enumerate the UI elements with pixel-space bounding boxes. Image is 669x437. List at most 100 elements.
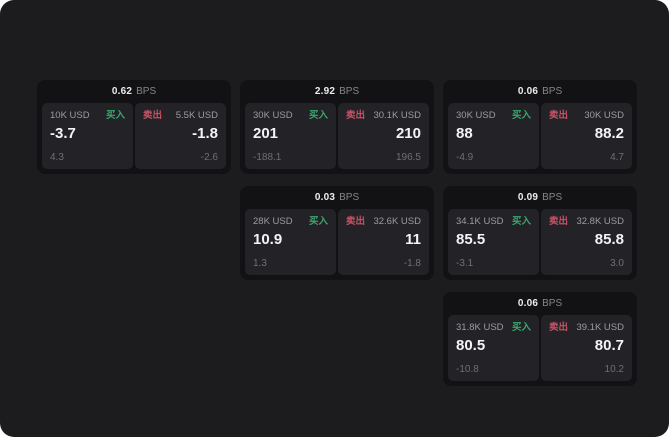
buy-delta: -188.1 bbox=[253, 152, 282, 163]
buy-amount: 30K USD bbox=[456, 110, 496, 121]
sell-price: -1.8 bbox=[192, 125, 218, 142]
buy-side-label: 买入 bbox=[308, 110, 328, 121]
sell-panel-top: 卖出 5.5K USD bbox=[143, 110, 218, 121]
bps-unit-label: BPS bbox=[542, 86, 563, 97]
sell-panel-top: 卖出 30.1K USD bbox=[346, 110, 421, 121]
buy-quote-tile[interactable]: 30K USD 买入 201 -188.1 bbox=[245, 103, 336, 169]
buy-side-label: 买入 bbox=[511, 216, 531, 227]
bps-header: 0.03 BPS bbox=[240, 186, 434, 209]
buy-panel-top: 10K USD 买入 bbox=[50, 110, 125, 121]
sell-quote-tile[interactable]: 卖出 30K USD 88.2 4.7 bbox=[541, 103, 632, 169]
bps-header: 2.92 BPS bbox=[240, 80, 434, 103]
quote-panels: 10K USD 买入 -3.7 4.3 卖出 5.5K USD -1.8 -2.… bbox=[37, 103, 231, 174]
bps-unit-label: BPS bbox=[136, 86, 157, 97]
sell-quote-tile[interactable]: 卖出 39.1K USD 80.7 10.2 bbox=[541, 315, 632, 381]
sell-amount: 30K USD bbox=[584, 110, 624, 121]
buy-side-label: 买入 bbox=[105, 110, 125, 121]
buy-delta: -4.9 bbox=[456, 152, 474, 163]
sell-price: 80.7 bbox=[594, 337, 624, 354]
sell-panel-top: 卖出 30K USD bbox=[549, 110, 624, 121]
bps-header: 0.06 BPS bbox=[443, 80, 637, 103]
quote-panels: 30K USD 买入 201 -188.1 卖出 30.1K USD 210 1… bbox=[240, 103, 434, 174]
sell-panel-top: 卖出 39.1K USD bbox=[549, 322, 624, 333]
bps-value: 0.09 bbox=[517, 192, 539, 203]
buy-price: -3.7 bbox=[50, 125, 76, 142]
bps-header: 0.06 BPS bbox=[443, 292, 637, 315]
sell-quote-tile[interactable]: 卖出 30.1K USD 210 196.5 bbox=[338, 103, 429, 169]
quote-panels: 30K USD 买入 88 -4.9 卖出 30K USD 88.2 4.7 bbox=[443, 103, 637, 174]
sell-delta: 10.2 bbox=[604, 364, 624, 375]
buy-price: 201 bbox=[253, 125, 279, 142]
buy-delta: 1.3 bbox=[253, 258, 267, 269]
buy-price: 85.5 bbox=[456, 231, 486, 248]
sell-quote-tile[interactable]: 卖出 32.6K USD 11 -1.8 bbox=[338, 209, 429, 275]
sell-side-label: 卖出 bbox=[549, 322, 569, 333]
sell-panel-top: 卖出 32.6K USD bbox=[346, 216, 421, 227]
sell-delta: 3.0 bbox=[610, 258, 624, 269]
buy-price: 80.5 bbox=[456, 337, 486, 354]
bps-value: 0.06 bbox=[517, 86, 539, 97]
sell-panel-top: 卖出 32.8K USD bbox=[549, 216, 624, 227]
bps-value: 2.92 bbox=[314, 86, 336, 97]
buy-amount: 28K USD bbox=[253, 216, 293, 227]
cards-grid: 0.62 BPS 10K USD 买入 -3.7 4.3 卖出 5.5K USD… bbox=[37, 80, 637, 386]
sell-side-label: 卖出 bbox=[549, 216, 569, 227]
buy-delta: -10.8 bbox=[456, 364, 479, 375]
bps-header: 0.62 BPS bbox=[37, 80, 231, 103]
sell-amount: 32.6K USD bbox=[373, 216, 421, 227]
bps-unit-label: BPS bbox=[542, 298, 563, 309]
buy-quote-tile[interactable]: 28K USD 买入 10.9 1.3 bbox=[245, 209, 336, 275]
buy-side-label: 买入 bbox=[511, 322, 531, 333]
bps-header: 0.09 BPS bbox=[443, 186, 637, 209]
sell-side-label: 卖出 bbox=[346, 110, 366, 121]
buy-price: 88 bbox=[456, 125, 473, 142]
buy-panel-top: 30K USD 买入 bbox=[253, 110, 328, 121]
buy-amount: 31.8K USD bbox=[456, 322, 504, 333]
bps-unit-label: BPS bbox=[542, 192, 563, 203]
sell-delta: 4.7 bbox=[610, 152, 624, 163]
sell-price: 11 bbox=[405, 231, 421, 248]
sell-amount: 5.5K USD bbox=[175, 110, 218, 121]
quote-panels: 31.8K USD 买入 80.5 -10.8 卖出 39.1K USD 80.… bbox=[443, 315, 637, 386]
bps-unit-label: BPS bbox=[339, 192, 360, 203]
sell-side-label: 卖出 bbox=[143, 110, 163, 121]
sell-delta: -2.6 bbox=[200, 152, 218, 163]
buy-panel-top: 28K USD 买入 bbox=[253, 216, 328, 227]
quote-panels: 28K USD 买入 10.9 1.3 卖出 32.6K USD 11 -1.8 bbox=[240, 209, 434, 280]
buy-panel-top: 30K USD 买入 bbox=[456, 110, 531, 121]
sell-amount: 32.8K USD bbox=[576, 216, 624, 227]
sell-amount: 39.1K USD bbox=[576, 322, 624, 333]
buy-quote-tile[interactable]: 34.1K USD 买入 85.5 -3.1 bbox=[448, 209, 539, 275]
buy-quote-tile[interactable]: 10K USD 买入 -3.7 4.3 bbox=[42, 103, 133, 169]
quote-card: 0.06 BPS 30K USD 买入 88 -4.9 卖出 30K USD 8… bbox=[443, 80, 637, 174]
buy-delta: -3.1 bbox=[456, 258, 474, 269]
quote-card: 0.06 BPS 31.8K USD 买入 80.5 -10.8 卖出 39.1… bbox=[443, 292, 637, 386]
quote-card: 0.09 BPS 34.1K USD 买入 85.5 -3.1 卖出 32.8K… bbox=[443, 186, 637, 280]
quote-card: 2.92 BPS 30K USD 买入 201 -188.1 卖出 30.1K … bbox=[240, 80, 434, 174]
sell-side-label: 卖出 bbox=[549, 110, 569, 121]
sell-delta: 196.5 bbox=[395, 152, 421, 163]
bps-value: 0.03 bbox=[314, 192, 336, 203]
sell-amount: 30.1K USD bbox=[373, 110, 421, 121]
bps-unit-label: BPS bbox=[339, 86, 360, 97]
buy-delta: 4.3 bbox=[50, 152, 64, 163]
sell-quote-tile[interactable]: 卖出 32.8K USD 85.8 3.0 bbox=[541, 209, 632, 275]
buy-panel-top: 31.8K USD 买入 bbox=[456, 322, 531, 333]
buy-side-label: 买入 bbox=[511, 110, 531, 121]
buy-quote-tile[interactable]: 31.8K USD 买入 80.5 -10.8 bbox=[448, 315, 539, 381]
quote-panels: 34.1K USD 买入 85.5 -3.1 卖出 32.8K USD 85.8… bbox=[443, 209, 637, 280]
quote-card: 0.03 BPS 28K USD 买入 10.9 1.3 卖出 32.6K US… bbox=[240, 186, 434, 280]
sell-price: 88.2 bbox=[594, 125, 624, 142]
bps-value: 0.62 bbox=[111, 86, 133, 97]
buy-price: 10.9 bbox=[253, 231, 283, 248]
sell-delta: -1.8 bbox=[403, 258, 421, 269]
buy-amount: 34.1K USD bbox=[456, 216, 504, 227]
sell-quote-tile[interactable]: 卖出 5.5K USD -1.8 -2.6 bbox=[135, 103, 226, 169]
sell-price: 210 bbox=[395, 125, 421, 142]
buy-quote-tile[interactable]: 30K USD 买入 88 -4.9 bbox=[448, 103, 539, 169]
buy-amount: 10K USD bbox=[50, 110, 90, 121]
bps-value: 0.06 bbox=[517, 298, 539, 309]
buy-panel-top: 34.1K USD 买入 bbox=[456, 216, 531, 227]
sell-price: 85.8 bbox=[594, 231, 624, 248]
